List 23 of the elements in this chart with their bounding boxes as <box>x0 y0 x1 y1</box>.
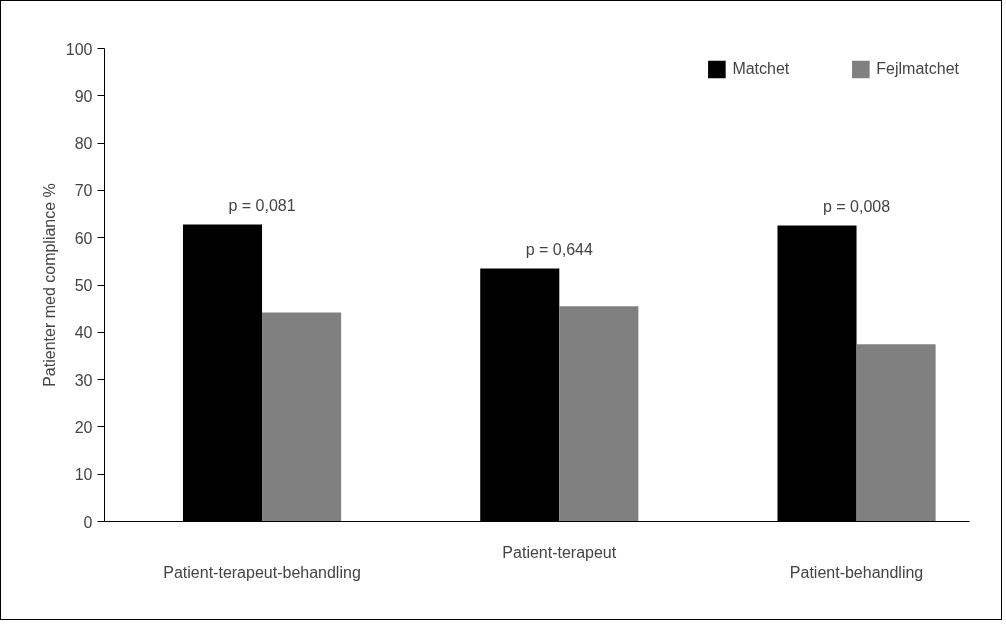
bar <box>559 306 639 522</box>
y-tick-label: 40 <box>74 324 93 342</box>
y-tick-label: 20 <box>74 418 93 436</box>
bar <box>262 312 342 522</box>
y-tick-label: 90 <box>74 87 93 105</box>
x-tick-label: Patient-terapeut-behandling <box>163 563 361 581</box>
legend-label: Fejlmatchet <box>876 60 959 78</box>
y-tick-label: 100 <box>65 40 93 58</box>
annotation: p = 0,644 <box>525 241 593 259</box>
y-tick-label: 60 <box>74 229 93 247</box>
y-tick-label: 30 <box>74 371 93 389</box>
y-tick-label: 80 <box>74 135 93 153</box>
legend-label: Matchet <box>732 60 790 78</box>
y-tick-label: 70 <box>74 182 93 200</box>
x-tick-label: Patient-behandling <box>789 563 924 581</box>
annotation: p = 0,081 <box>228 197 296 215</box>
bar <box>856 344 936 522</box>
annotation: p = 0,008 <box>822 198 891 216</box>
y-tick-label: 50 <box>74 277 93 294</box>
x-tick-label: Patient-terapeut <box>502 543 617 561</box>
y-tick-label: 10 <box>74 466 93 484</box>
y-tick-label: 0 <box>83 513 93 531</box>
y-axis-title: Patienter med compliance % <box>40 183 58 387</box>
